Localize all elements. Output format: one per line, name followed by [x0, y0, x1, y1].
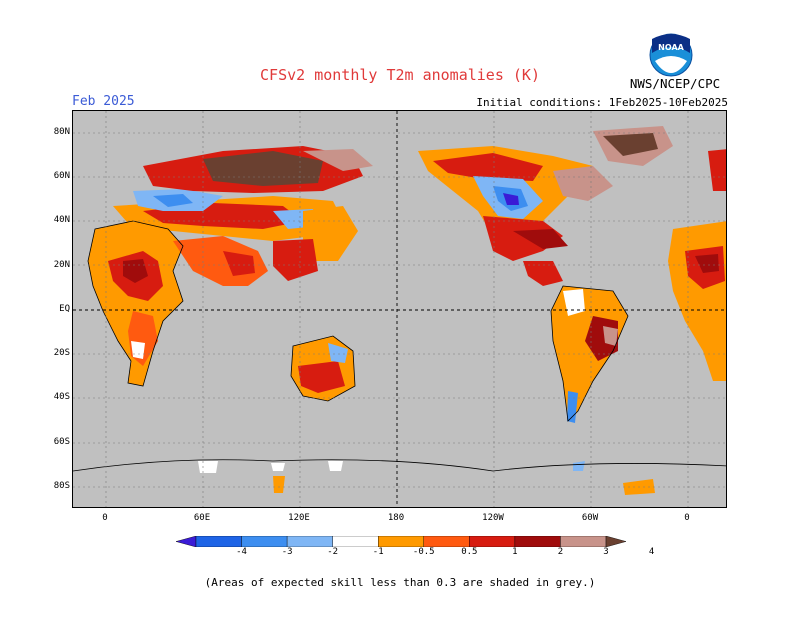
- lon-label: 180: [387, 513, 405, 523]
- lon-label: 0: [102, 513, 108, 523]
- colorbar-tick-label: -2: [327, 547, 339, 557]
- coastlines: [73, 220, 726, 472]
- colorbar-swatch: [560, 536, 607, 547]
- map-canvas: [73, 111, 726, 507]
- colorbar-tick-label: -4: [236, 547, 247, 557]
- lon-label: 60E: [193, 513, 211, 523]
- colorbar-swatch: [332, 536, 379, 547]
- lon-label: 120W: [482, 513, 504, 523]
- colorbar-tick-label: 4: [648, 547, 655, 557]
- gridlines: [73, 111, 726, 507]
- colorbar-tick-label: 0.5: [461, 547, 478, 557]
- noaa-logo-text: NOAA: [658, 43, 684, 52]
- lon-label: 60W: [581, 513, 599, 523]
- lat-label: 60S: [53, 437, 70, 447]
- forecast-month: Feb 2025: [72, 94, 135, 109]
- lat-label: 20S: [53, 348, 70, 358]
- lat-label: 60N: [53, 171, 70, 181]
- lat-label: 20N: [53, 260, 70, 270]
- lon-label: 120E: [288, 513, 310, 523]
- colorbar-swatch: [514, 536, 561, 547]
- anomaly-regions: [88, 126, 726, 495]
- lat-label: 80N: [53, 127, 70, 137]
- noaa-logo: NOAA: [649, 33, 693, 77]
- colorbar-swatch: [378, 536, 424, 547]
- lat-label: 40S: [53, 392, 70, 402]
- colorbar-swatch: [176, 536, 197, 547]
- footnote: (Areas of expected skill less than 0.3 a…: [204, 576, 596, 589]
- colorbar: [176, 536, 626, 547]
- colorbar-tick-label: 1: [512, 547, 518, 557]
- colorbar-tick-label: -0.5: [412, 547, 435, 557]
- lon-label: 0: [684, 513, 690, 523]
- colorbar-swatch: [195, 536, 242, 547]
- colorbar-swatch: [241, 536, 288, 547]
- colorbar-tick-label: -3: [281, 547, 293, 557]
- lat-label: EQ: [59, 304, 70, 314]
- initial-conditions: Initial conditions: 1Feb2025-10Feb2025: [476, 96, 728, 109]
- colorbar-swatch: [469, 536, 516, 547]
- lat-label: 40N: [53, 215, 70, 225]
- colorbar-tick-label: 2: [557, 547, 564, 557]
- equator-dateline: [73, 111, 726, 507]
- colorbar-swatch: [286, 536, 333, 547]
- agency-label: NWS/NCEP/CPC: [629, 76, 721, 91]
- anomaly-map: [72, 110, 727, 508]
- colorbar-tick-label: 3: [603, 547, 609, 557]
- chart-title: CFSv2 monthly T2m anomalies (K): [260, 66, 540, 84]
- colorbar-tick-label: -1: [372, 547, 384, 557]
- colorbar-swatch: [423, 536, 470, 547]
- lat-label: 80S: [53, 481, 70, 491]
- colorbar-swatch: [605, 536, 626, 547]
